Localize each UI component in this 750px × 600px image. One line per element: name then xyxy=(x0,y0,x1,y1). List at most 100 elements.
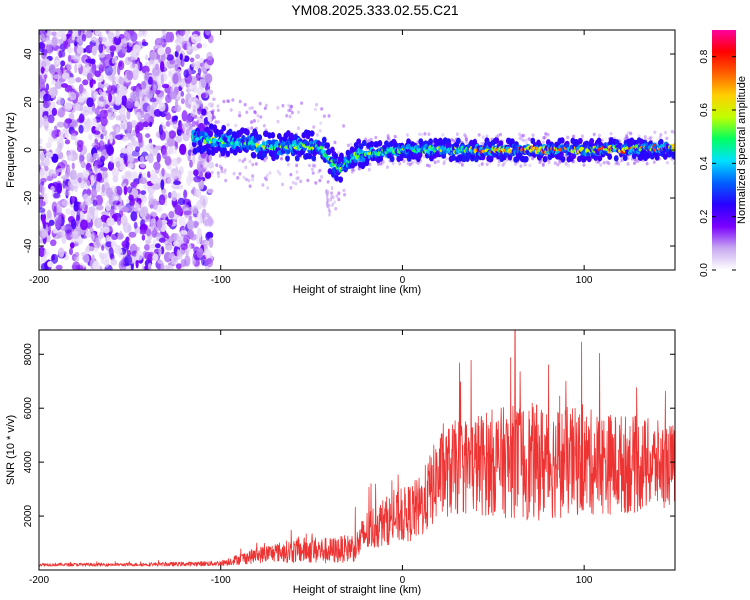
heatmap-cell xyxy=(289,186,293,190)
heatmap-cell xyxy=(115,30,120,39)
heatmap-cell xyxy=(670,129,674,134)
heatmap-cell xyxy=(197,160,204,173)
heatmap-cell xyxy=(171,83,180,88)
heatmap-cell xyxy=(176,192,181,200)
heatmap-cell xyxy=(126,186,133,193)
heatmap-cell xyxy=(206,169,210,174)
heatmap-cell xyxy=(206,257,214,268)
heatmap-cell xyxy=(57,107,66,118)
heatmap-cell xyxy=(442,161,446,166)
heatmap-cell xyxy=(183,210,192,216)
heatmap-cell xyxy=(276,119,280,124)
heatmap-cell xyxy=(43,157,51,167)
heatmap-cell xyxy=(80,180,84,188)
heatmap-cell xyxy=(115,160,121,169)
heatmap-cell xyxy=(201,94,205,99)
heatmap-cell xyxy=(602,160,606,165)
heatmap-cell xyxy=(51,153,59,163)
heatmap-cell xyxy=(168,210,175,219)
heatmap-cell xyxy=(71,169,78,181)
heatmap-cell xyxy=(480,162,484,166)
heatmap-cell xyxy=(76,95,85,103)
heatmap-cell xyxy=(241,135,246,140)
heatmap-cell xyxy=(342,124,346,128)
heatmap-cell xyxy=(69,242,75,249)
heatmap-cell xyxy=(206,231,214,239)
heatmap-cell xyxy=(103,90,107,101)
heatmap-cell xyxy=(192,155,196,165)
heatmap-cell xyxy=(327,114,331,118)
heatmap-cell xyxy=(158,194,166,206)
heatmap-cell xyxy=(127,145,134,153)
heatmap-cell xyxy=(178,216,186,227)
heatmap-cell xyxy=(261,141,266,146)
heatmap-cell xyxy=(288,115,292,119)
heatmap-cell xyxy=(196,227,202,239)
heatmap-cell xyxy=(119,152,126,159)
heatmap-cell xyxy=(238,99,242,104)
heatmap-cell xyxy=(66,59,72,71)
heatmap-cell xyxy=(497,163,501,167)
colorbar-label: Normalized spectral amplitude xyxy=(736,76,748,224)
heatmap-cell xyxy=(190,110,196,117)
heatmap-cell xyxy=(597,133,601,138)
heatmap-cell xyxy=(122,222,131,234)
heatmap-cell xyxy=(166,54,174,61)
heatmap-cell xyxy=(248,159,252,164)
heatmap-cell xyxy=(276,106,280,110)
heatmap-cell xyxy=(541,162,545,166)
heatmap-cell xyxy=(179,36,185,42)
heatmap-cell xyxy=(121,94,128,106)
x-tick-label: -200 xyxy=(29,575,49,586)
heatmap-cell xyxy=(514,144,519,150)
heatmap-cell xyxy=(433,160,437,165)
heatmap-cell xyxy=(542,135,546,140)
heatmap-cell xyxy=(150,173,159,185)
heatmap-cell xyxy=(67,54,72,62)
heatmap-cell xyxy=(159,130,166,141)
heatmap-cell xyxy=(649,135,653,140)
heatmap-cell xyxy=(143,113,152,122)
heatmap-cell xyxy=(136,61,140,72)
heatmap-cell xyxy=(499,132,503,137)
heatmap-cell xyxy=(100,227,104,234)
heatmap-cell xyxy=(173,240,180,247)
heatmap-cell xyxy=(49,63,56,76)
heatmap-cell xyxy=(356,138,362,145)
heatmap-cell xyxy=(220,169,224,174)
heatmap-cell xyxy=(417,151,423,159)
heatmap-cell xyxy=(671,143,675,149)
heatmap-cell xyxy=(135,86,140,98)
heatmap-cell xyxy=(67,77,76,84)
heatmap-cell xyxy=(501,163,505,167)
heatmap-cell xyxy=(328,203,331,208)
heatmap-cell xyxy=(251,177,255,182)
heatmap-cell xyxy=(98,252,108,260)
heatmap-cell xyxy=(96,142,101,150)
heatmap-cell xyxy=(349,142,353,147)
heatmap-cell xyxy=(77,30,82,37)
heatmap-cell xyxy=(632,161,636,165)
heatmap-cell xyxy=(328,212,331,217)
heatmap-cell xyxy=(311,171,315,175)
heatmap-cell xyxy=(325,142,330,149)
heatmap-cell xyxy=(658,138,664,146)
heatmap-cell xyxy=(109,133,113,144)
heatmap-cell xyxy=(43,248,50,258)
heatmap-cell xyxy=(452,138,456,143)
heatmap-cell xyxy=(291,180,295,185)
heatmap-cell xyxy=(196,247,204,259)
heatmap-cell xyxy=(425,163,429,168)
heatmap-cell xyxy=(343,192,347,197)
heatmap-cell xyxy=(427,164,431,168)
heatmap-cell xyxy=(566,135,570,140)
spectrogram-y-label: Frequency (Hz) xyxy=(5,112,17,188)
snr-frame xyxy=(38,329,676,571)
heatmap-cell xyxy=(111,233,118,240)
heatmap-cell xyxy=(556,162,560,167)
heatmap-cell xyxy=(369,137,373,142)
y-tick-label: 2000 xyxy=(23,505,34,528)
heatmap-cell xyxy=(78,153,83,165)
heatmap-cell xyxy=(175,135,183,143)
heatmap-cell xyxy=(106,217,115,227)
